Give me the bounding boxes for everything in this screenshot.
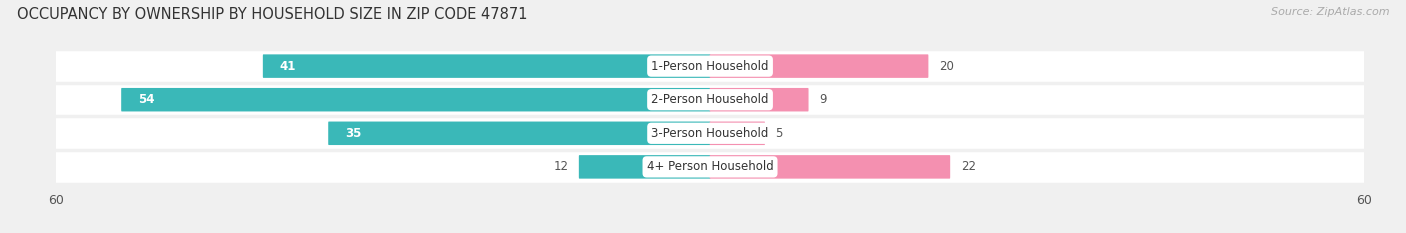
- FancyBboxPatch shape: [710, 88, 808, 111]
- Text: 22: 22: [960, 160, 976, 173]
- FancyBboxPatch shape: [35, 117, 1385, 149]
- FancyBboxPatch shape: [328, 122, 710, 145]
- FancyBboxPatch shape: [121, 88, 710, 111]
- FancyBboxPatch shape: [710, 122, 765, 145]
- Text: 12: 12: [554, 160, 568, 173]
- FancyBboxPatch shape: [35, 151, 1385, 183]
- FancyBboxPatch shape: [35, 84, 1385, 116]
- Text: 54: 54: [138, 93, 155, 106]
- Text: 9: 9: [818, 93, 827, 106]
- Text: 1-Person Household: 1-Person Household: [651, 60, 769, 73]
- Text: 3-Person Household: 3-Person Household: [651, 127, 769, 140]
- Text: 5: 5: [776, 127, 783, 140]
- Text: Source: ZipAtlas.com: Source: ZipAtlas.com: [1271, 7, 1389, 17]
- Text: 41: 41: [280, 60, 297, 73]
- Text: 4+ Person Household: 4+ Person Household: [647, 160, 773, 173]
- Text: 35: 35: [344, 127, 361, 140]
- Text: 2-Person Household: 2-Person Household: [651, 93, 769, 106]
- Text: 20: 20: [939, 60, 953, 73]
- FancyBboxPatch shape: [35, 50, 1385, 82]
- FancyBboxPatch shape: [710, 54, 928, 78]
- FancyBboxPatch shape: [263, 54, 710, 78]
- FancyBboxPatch shape: [710, 155, 950, 179]
- Text: OCCUPANCY BY OWNERSHIP BY HOUSEHOLD SIZE IN ZIP CODE 47871: OCCUPANCY BY OWNERSHIP BY HOUSEHOLD SIZE…: [17, 7, 527, 22]
- FancyBboxPatch shape: [579, 155, 710, 179]
